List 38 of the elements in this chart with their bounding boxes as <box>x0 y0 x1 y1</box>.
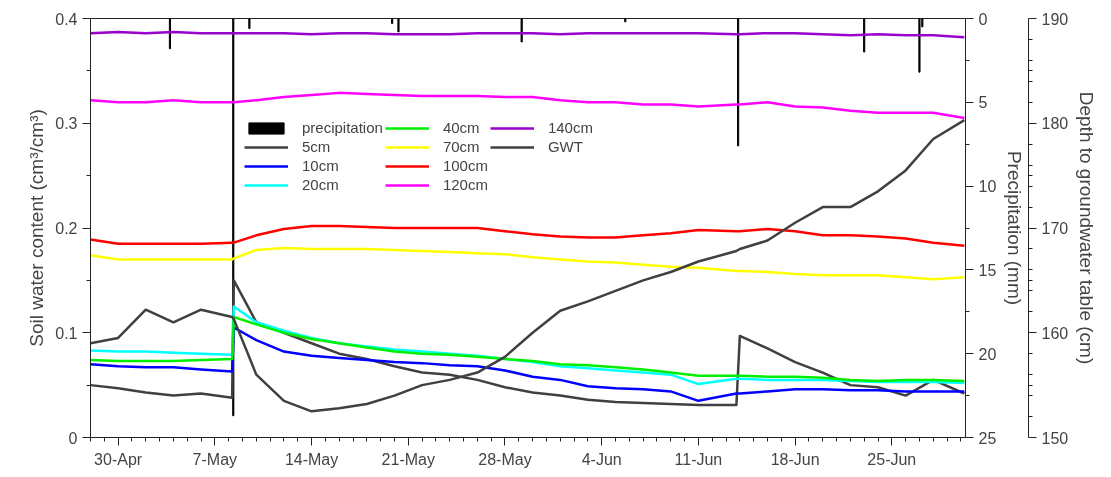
legend-label: precipitation <box>302 119 383 136</box>
legend-label: 120cm <box>442 176 488 193</box>
legend-label: 100cm <box>442 157 488 174</box>
y2-tick-label: 10 <box>978 178 997 196</box>
legend-label: 5cm <box>302 138 331 155</box>
x-tick-label: 21-May <box>381 450 435 468</box>
y2-axis-title: Precipitation (mm) <box>1004 150 1026 306</box>
legend-label: 10cm <box>302 157 339 174</box>
y2-tick-label: 20 <box>978 345 997 363</box>
y3-tick-label: 170 <box>1041 220 1069 237</box>
x-tick-label: 28-May <box>478 450 532 468</box>
y2-tick-label: 15 <box>978 261 997 279</box>
y-tick-label: 0.3 <box>55 115 78 133</box>
y2-tick-label: 5 <box>978 94 988 112</box>
legend-label: 70cm <box>442 138 480 155</box>
y3-axis-title: Depth to groundwater table (cm) <box>1076 91 1098 365</box>
legend-label: 140cm <box>547 119 593 136</box>
y3-tick-label: 180 <box>1041 115 1069 133</box>
y-tick-label: 0.1 <box>55 324 78 342</box>
y2-tick-label: 25 <box>978 429 997 447</box>
y-tick-label: 0.4 <box>55 10 78 28</box>
x-tick-label: 4-Jun <box>581 450 622 468</box>
x-tick-label: 18-Jun <box>770 450 820 468</box>
y-tick-label: 0.2 <box>55 220 78 237</box>
x-tick-label: 30-Apr <box>94 450 143 468</box>
x-tick-label: 7-May <box>192 450 238 468</box>
x-tick-label: 11-Jun <box>674 450 723 468</box>
y3-tick-label: 150 <box>1041 429 1069 447</box>
y-tick-label: 0 <box>68 429 78 447</box>
legend-label: 20cm <box>302 176 339 193</box>
legend-label: GWT <box>547 138 583 155</box>
x-tick-label: 25-Jun <box>867 450 917 468</box>
y2-tick-label: 0 <box>978 10 988 28</box>
y3-tick-label: 160 <box>1041 324 1069 342</box>
legend-label: 40cm <box>442 119 480 136</box>
y3-tick-label: 190 <box>1041 10 1069 28</box>
x-tick-label: 14-May <box>284 450 339 468</box>
y-axis-title: Soil water content (cm³/cm³) <box>26 109 48 347</box>
